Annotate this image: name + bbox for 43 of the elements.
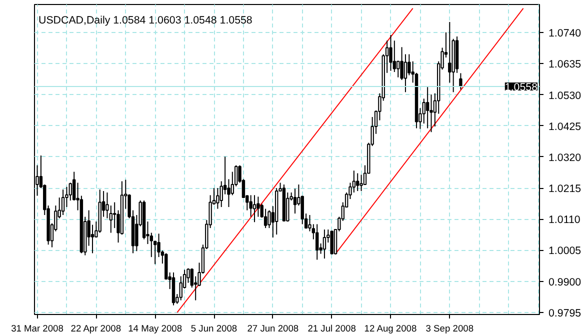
y-tick-label: 1.0320 [548,152,582,164]
x-tick-label: 5 Jun 2008 [190,324,238,334]
candlestick [356,172,360,192]
y-tick-label: 1.0530 [548,90,582,102]
candlestick [252,194,256,223]
y-tick-label: 1.0425 [548,120,582,133]
candlestick [61,189,65,216]
x-tick-label: 27 Jun 2008 [247,324,299,334]
candlestick [392,40,396,73]
text: USDCAD,Daily 1.0584 1.0603 1.0548 1.0558 [38,14,252,26]
x-tick-label: 14 May 2008 [128,324,182,334]
y-tick-label: 1.0740 [548,28,582,40]
candlestick [315,224,319,260]
candlestick [150,232,154,258]
x-tick-label: 21 Jul 2008 [308,324,356,334]
candlestick [404,54,408,93]
y-tick-label: 0.9795 [548,307,582,320]
x-tick-label: 31 Mar 2008 [11,324,64,334]
ref-line-label: 1.0558 [504,82,538,94]
candlestick [68,182,72,202]
y-tick-label: 1.0005 [548,245,582,258]
y-tick-label: 1.0110 [548,214,580,226]
candlestick [459,72,462,90]
candlestick [448,21,452,84]
candlestick [109,205,113,234]
x-tick-label: 12 Aug 2008 [364,324,417,334]
x-tick-label: 3 Sep 2008 [426,324,474,334]
candlestick [426,86,430,129]
y-tick-label: 1.0215 [548,183,582,196]
candlestick [389,34,392,72]
y-tick-label: 0.9900 [548,276,582,288]
candlestick [90,224,94,254]
candlestick [396,60,400,78]
candlestick [300,195,304,225]
candlestick [322,229,326,260]
candlestick [330,230,334,255]
candlestick [360,174,363,192]
candlestick [264,208,268,229]
candlestick [352,170,356,194]
candlestick [293,188,297,214]
candlestick [72,171,76,202]
x-tick-label: 22 Apr 2008 [70,324,122,334]
y-tick-label: 1.0635 [548,58,582,71]
